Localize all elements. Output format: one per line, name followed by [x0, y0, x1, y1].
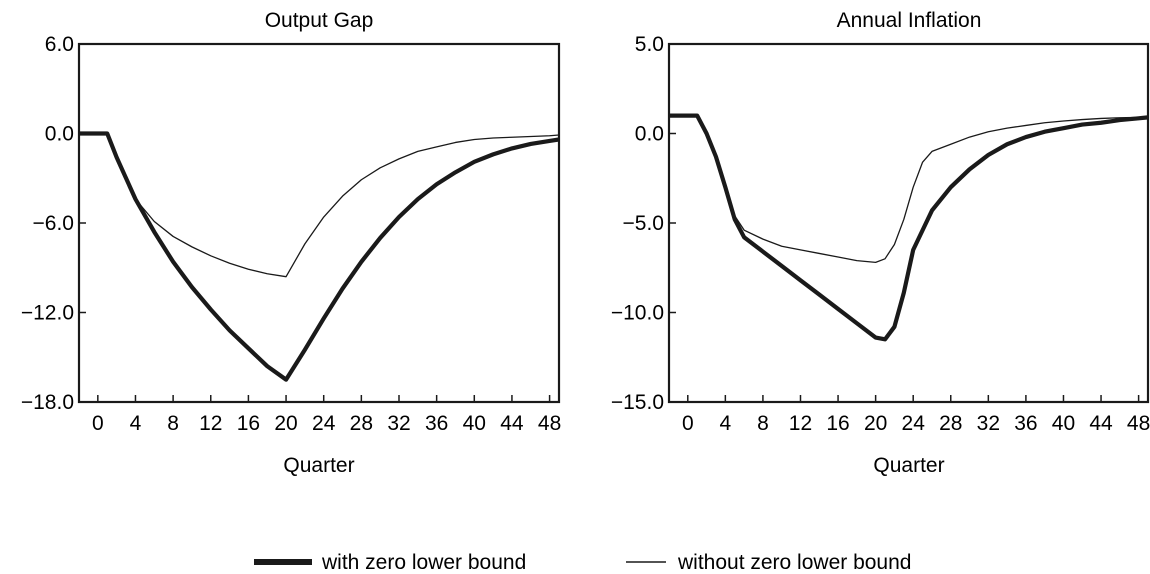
annual-inflation-xtick-label: 4 — [720, 412, 732, 435]
output-gap-xtick-label: 48 — [538, 412, 561, 435]
annual-inflation-xtick-label: 8 — [757, 412, 769, 435]
annual-inflation-xtick-label: 48 — [1127, 412, 1150, 435]
output-gap-plot-frame — [77, 42, 561, 404]
output-gap-series-without-zlb-line — [79, 132, 559, 278]
legend-label-without-zlb: without zero lower bound — [677, 551, 911, 574]
annual-inflation-xtick-label: 20 — [864, 412, 887, 435]
annual-inflation-xtick-label: 0 — [682, 412, 694, 435]
annual-inflation-xtick-label: 44 — [1089, 412, 1113, 435]
output-gap-ytick-label: −6.0 — [33, 212, 74, 235]
annual-inflation-xtick-label: 32 — [977, 412, 1000, 435]
output-gap-xtick-label: 36 — [425, 412, 448, 435]
output-gap-xlabel: Quarter — [283, 454, 354, 477]
annual-inflation-series-with-zlb-line — [669, 113, 1148, 342]
output-gap-panel: Output Gap Quarter 6.0 0.0 −6.0 −12.0 −18.0 0… — [21, 9, 561, 477]
annual-inflation-xtick-label: 16 — [826, 412, 849, 435]
annual-inflation-xtick-label: 24 — [902, 412, 926, 435]
annual-inflation-xtick-label: 12 — [789, 412, 812, 435]
annual-inflation-xtick-label: 28 — [939, 412, 962, 435]
annual-inflation-plot-frame — [667, 42, 1150, 404]
annual-inflation-ytick-label: −5.0 — [623, 212, 664, 235]
output-gap-xtick-label: 32 — [387, 412, 410, 435]
output-gap-xtick-label: 0 — [92, 412, 104, 435]
output-gap-xtick-label: 24 — [312, 412, 336, 435]
annual-inflation-title: Annual Inflation — [837, 9, 982, 32]
output-gap-ytick-label: 0.0 — [45, 123, 74, 146]
annual-inflation-ytick-label: −15.0 — [611, 391, 664, 414]
output-gap-xtick-label: 4 — [130, 412, 142, 435]
output-gap-xtick-label: 16 — [237, 412, 260, 435]
output-gap-ytick-label: −18.0 — [21, 391, 74, 414]
output-gap-xtick-label: 8 — [167, 412, 179, 435]
output-gap-xtick-label: 40 — [463, 412, 486, 435]
annual-inflation-ytick-label: 0.0 — [635, 123, 664, 146]
annual-inflation-ytick-label: −10.0 — [611, 302, 664, 325]
output-gap-title: Output Gap — [265, 9, 374, 32]
output-gap-ytick-label: 6.0 — [45, 33, 74, 56]
annual-inflation-xtick-label: 36 — [1014, 412, 1037, 435]
annual-inflation-panel: Annual Inflation Quarter 5.0 0.0 −5.0 −10.0… — [611, 9, 1150, 477]
output-gap-series-with-zlb-line — [79, 131, 559, 382]
legend: with zero lower bound without zero lower… — [254, 551, 911, 574]
output-gap-ytick-label: −12.0 — [21, 302, 74, 325]
output-gap-xtick-label: 20 — [274, 412, 297, 435]
legend-label-with-zlb: with zero lower bound — [321, 551, 526, 574]
output-gap-xtick-label: 12 — [199, 412, 222, 435]
output-gap-xtick-label: 28 — [350, 412, 373, 435]
annual-inflation-series-without-zlb-line — [669, 114, 1148, 264]
output-gap-xtick-label: 44 — [500, 412, 524, 435]
annual-inflation-xlabel: Quarter — [873, 454, 944, 477]
annual-inflation-ytick-label: 5.0 — [635, 33, 664, 56]
annual-inflation-xtick-label: 40 — [1052, 412, 1075, 435]
